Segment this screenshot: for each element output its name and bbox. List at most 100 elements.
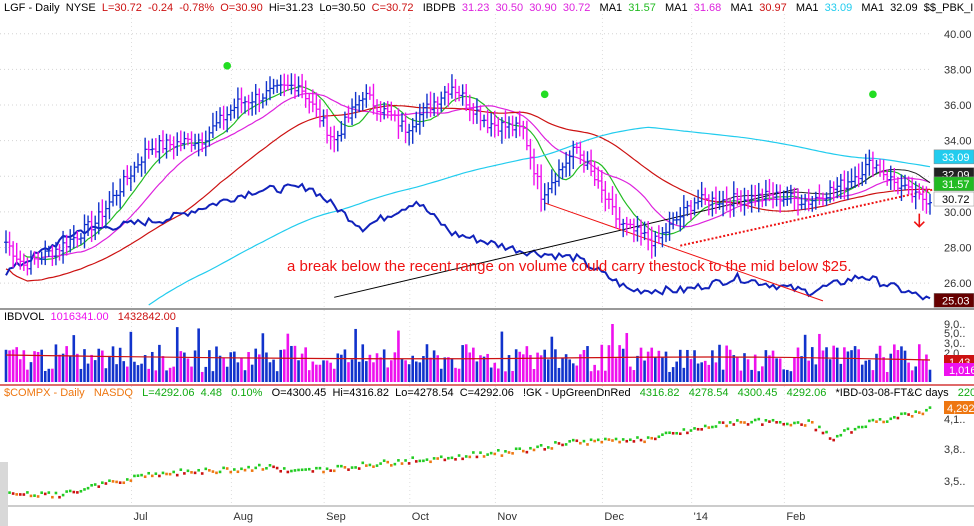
compx-point: [379, 462, 382, 465]
compx-point: [104, 482, 108, 485]
volume-bar: [115, 364, 118, 382]
volume-bar: [411, 355, 415, 382]
ohlc-bar: [771, 182, 776, 209]
compx-point: [896, 416, 900, 420]
volume-bar: [882, 357, 885, 382]
ohlc-bar: [175, 132, 180, 156]
compx-point: [175, 473, 179, 477]
ohlc-bar: [681, 195, 686, 229]
volume-bar: [914, 366, 918, 382]
ohlc-bar: [371, 83, 376, 115]
volume-tick-label: 5,0..: [944, 328, 965, 340]
compx-point: [746, 423, 750, 426]
volume-bar: [846, 351, 850, 382]
volume-bar: [757, 371, 761, 382]
volume-bar: [489, 367, 493, 382]
compx-point: [208, 469, 211, 472]
volume-bar: [782, 369, 786, 382]
compx-point: [183, 472, 186, 475]
compx-point: [739, 420, 743, 424]
compx-point: [785, 422, 789, 426]
compx-point: [511, 452, 514, 455]
ohlc-bar: [125, 165, 130, 186]
volume-average-line: [5, 354, 931, 361]
volume-bar: [168, 367, 172, 382]
ibdpb-value: 30.90: [529, 2, 557, 14]
volume-bar: [36, 351, 40, 382]
price-header: LGF - Daily NYSE L=30.72 -0.24 -0.78% O=…: [4, 2, 973, 14]
volume-bar: [279, 349, 283, 382]
volume-bar: [725, 345, 728, 382]
price-change-pct: -0.78%: [179, 2, 215, 14]
compx-point: [447, 456, 450, 460]
compx-point: [671, 431, 675, 435]
volume-bar: [118, 347, 122, 382]
volume-bar: [893, 344, 896, 382]
ibdpb-value: 31.23: [461, 2, 490, 14]
compx-point: [629, 438, 632, 442]
compx-point: [903, 412, 907, 415]
volume-bar: [575, 365, 579, 382]
volume-bar: [215, 346, 218, 382]
volume-bar: [304, 347, 307, 382]
x-month-label: Jul: [134, 511, 148, 523]
compx-point: [917, 411, 921, 414]
ohlc-bar: [774, 184, 779, 207]
volume-bar: [158, 344, 161, 382]
compx-point: [143, 475, 147, 479]
compx-point: [68, 489, 72, 493]
volume-bar: [618, 345, 621, 382]
compx-point: [58, 495, 61, 499]
ohlc-bar: [881, 159, 886, 181]
ohlc-bar: [417, 103, 422, 135]
volume-bar: [800, 356, 803, 382]
compx-point: [54, 491, 58, 495]
ohlc-bar: [153, 138, 158, 158]
ohlc-bar: [264, 81, 269, 106]
volume-bar: [243, 370, 247, 382]
ohlc-bar: [385, 100, 390, 119]
ohlc-bar: [653, 230, 658, 257]
volume-bar: [643, 360, 646, 382]
ohlc-bar: [350, 98, 355, 126]
volume-bar: [589, 371, 593, 382]
compx-point: [468, 455, 472, 459]
volume-bar: [703, 360, 707, 382]
volume-bar: [475, 361, 479, 382]
volume-bar: [450, 358, 454, 382]
compx-point: [179, 468, 183, 471]
compx-point: [611, 439, 614, 442]
compx-point: [265, 466, 268, 470]
ohlc-bar: [492, 110, 497, 138]
compx-point: [368, 463, 372, 467]
compx-point: [846, 427, 850, 431]
compx-point: [725, 424, 728, 428]
compx-point: [768, 420, 771, 423]
ma-label: MA1: [599, 2, 623, 14]
compx-point: [721, 421, 725, 424]
volume-bar: [340, 354, 343, 382]
compx-point: [225, 467, 229, 470]
compx-change: 4.48: [200, 387, 223, 399]
compx-point: [793, 421, 796, 425]
compx-point: [814, 428, 818, 432]
volume-bar: [464, 344, 468, 382]
price-label-text: 33.09: [942, 152, 970, 164]
compx-label-text: 4,292: [947, 403, 974, 415]
compx-point: [828, 437, 832, 440]
volume-bar: [275, 371, 279, 382]
volume-bar: [864, 360, 868, 382]
compx-point: [732, 423, 736, 426]
volume-bar: [750, 369, 753, 382]
volume-bar: [789, 371, 793, 382]
ohlc-bar: [867, 149, 872, 176]
volume-bar: [753, 354, 757, 382]
ohlc-bar: [253, 83, 258, 115]
ohlc-bar: [578, 141, 583, 165]
compx-point: [803, 424, 807, 427]
compx-tick-label: 3,5..: [944, 476, 965, 488]
compx-point: [247, 465, 250, 469]
volume-bar: [689, 359, 693, 382]
compx-point: [218, 470, 222, 474]
compx-point: [26, 491, 29, 494]
